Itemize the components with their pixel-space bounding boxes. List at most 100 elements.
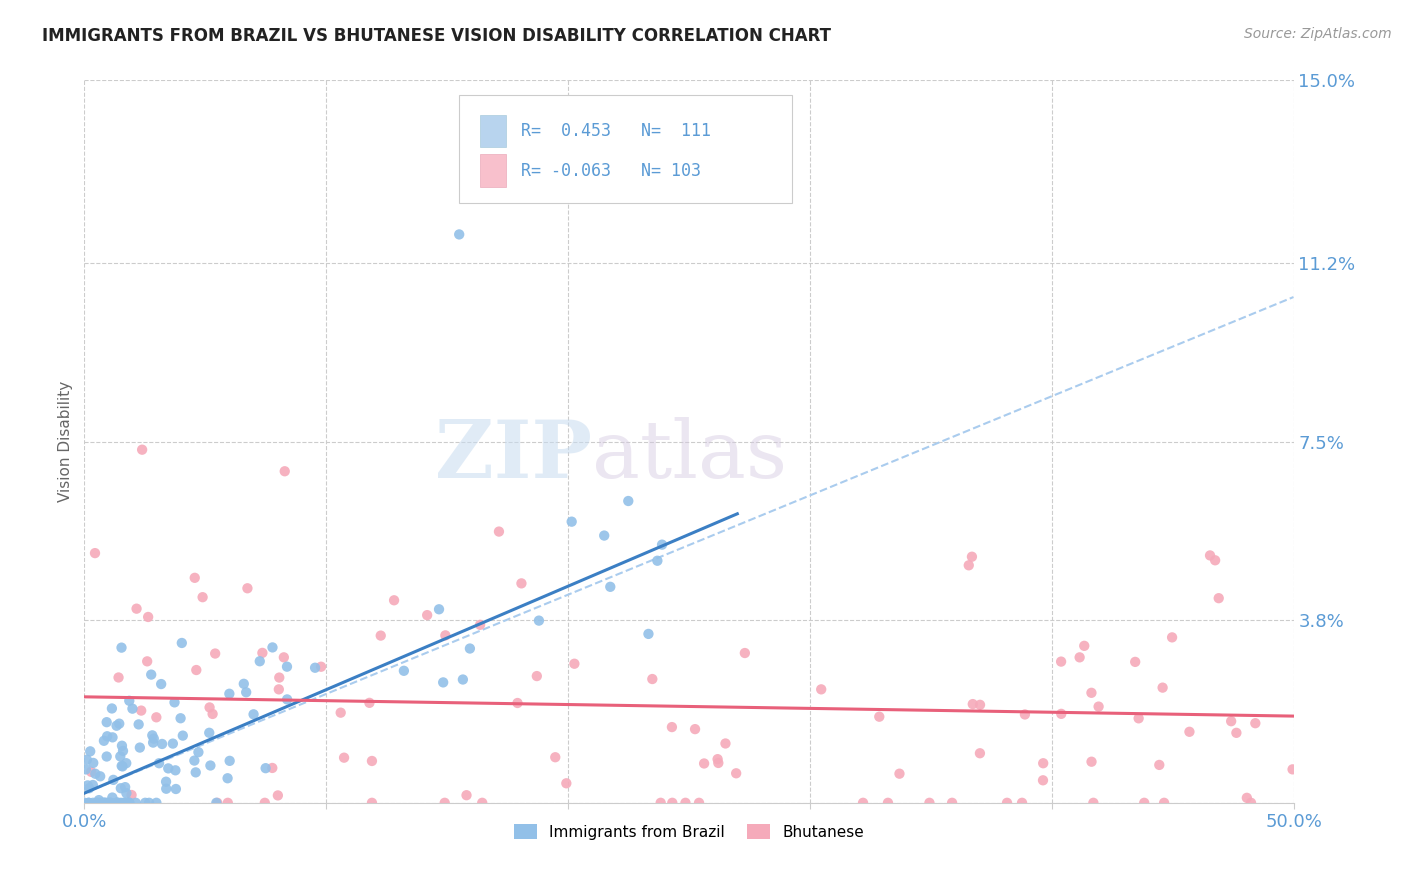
- Point: [101, 731, 124, 745]
- FancyBboxPatch shape: [479, 114, 506, 147]
- Point: [1080, 686, 1102, 700]
- Y-axis label: Vision Disability: Vision Disability: [58, 381, 73, 502]
- Point: [714, 737, 737, 751]
- Point: [1087, 699, 1109, 714]
- Point: [969, 746, 991, 760]
- Point: [145, 710, 167, 724]
- Point: [253, 796, 276, 810]
- Point: [82, 756, 104, 770]
- Point: [1123, 655, 1146, 669]
- Point: [650, 796, 672, 810]
- Point: [198, 700, 221, 714]
- Point: [110, 796, 132, 810]
- Point: [675, 796, 697, 810]
- Point: [142, 731, 165, 746]
- FancyBboxPatch shape: [460, 95, 792, 203]
- Point: [359, 696, 381, 710]
- Point: [93, 733, 115, 747]
- Point: [1244, 716, 1267, 731]
- Point: [87, 793, 110, 807]
- Point: [96, 729, 118, 743]
- Point: [236, 581, 259, 595]
- Point: [1050, 706, 1073, 721]
- Point: [868, 709, 890, 723]
- Text: atlas: atlas: [592, 417, 787, 495]
- Point: [186, 663, 208, 677]
- Point: [118, 796, 141, 810]
- Text: IMMIGRANTS FROM BRAZIL VS BHUTANESE VISION DISABILITY CORRELATION CHART: IMMIGRANTS FROM BRAZIL VS BHUTANESE VISI…: [42, 27, 831, 45]
- Point: [100, 796, 122, 810]
- Point: [114, 796, 136, 810]
- Point: [661, 720, 683, 734]
- Point: [103, 772, 125, 787]
- Point: [1011, 796, 1033, 810]
- Point: [274, 464, 297, 478]
- Point: [544, 750, 567, 764]
- Point: [661, 796, 683, 810]
- Point: [115, 786, 138, 800]
- Point: [141, 667, 163, 681]
- Point: [734, 646, 756, 660]
- Point: [165, 782, 187, 797]
- Point: [115, 756, 138, 771]
- Point: [191, 590, 214, 604]
- Point: [114, 780, 136, 794]
- Point: [107, 796, 129, 810]
- Point: [1133, 796, 1156, 810]
- Point: [1204, 553, 1226, 567]
- Point: [309, 659, 332, 673]
- Point: [84, 766, 107, 780]
- Point: [1152, 681, 1174, 695]
- Point: [110, 781, 132, 796]
- Point: [262, 761, 284, 775]
- Point: [75, 763, 97, 777]
- Point: [960, 549, 983, 564]
- Point: [707, 756, 730, 770]
- Point: [128, 717, 150, 731]
- Point: [488, 524, 510, 539]
- Point: [105, 796, 128, 810]
- Point: [962, 697, 984, 711]
- Point: [392, 664, 415, 678]
- Point: [125, 601, 148, 615]
- Point: [810, 682, 832, 697]
- Point: [89, 769, 111, 783]
- Point: [329, 706, 352, 720]
- Point: [76, 779, 98, 793]
- Point: [162, 737, 184, 751]
- Point: [427, 602, 450, 616]
- Point: [382, 593, 405, 607]
- Point: [118, 694, 141, 708]
- Legend: Immigrants from Brazil, Bhutanese: Immigrants from Brazil, Bhutanese: [508, 818, 870, 846]
- Point: [434, 628, 457, 642]
- Point: [1080, 755, 1102, 769]
- Point: [148, 756, 170, 771]
- Point: [451, 673, 474, 687]
- Point: [183, 754, 205, 768]
- Point: [136, 610, 159, 624]
- Point: [1240, 796, 1263, 810]
- Point: [107, 671, 129, 685]
- Point: [918, 796, 941, 810]
- Point: [262, 640, 284, 655]
- Point: [207, 796, 229, 810]
- Point: [852, 796, 875, 810]
- Point: [693, 756, 716, 771]
- Point: [1178, 724, 1201, 739]
- Point: [77, 796, 100, 810]
- Point: [90, 796, 112, 810]
- Point: [957, 558, 980, 573]
- Point: [73, 796, 96, 810]
- Point: [93, 796, 115, 810]
- Point: [1161, 631, 1184, 645]
- Point: [637, 627, 659, 641]
- Point: [969, 698, 991, 712]
- Point: [232, 677, 254, 691]
- Point: [1208, 591, 1230, 606]
- Point: [77, 781, 100, 796]
- Point: [877, 796, 900, 810]
- Point: [506, 696, 529, 710]
- Text: ZIP: ZIP: [436, 417, 592, 495]
- Point: [101, 790, 124, 805]
- Point: [458, 641, 481, 656]
